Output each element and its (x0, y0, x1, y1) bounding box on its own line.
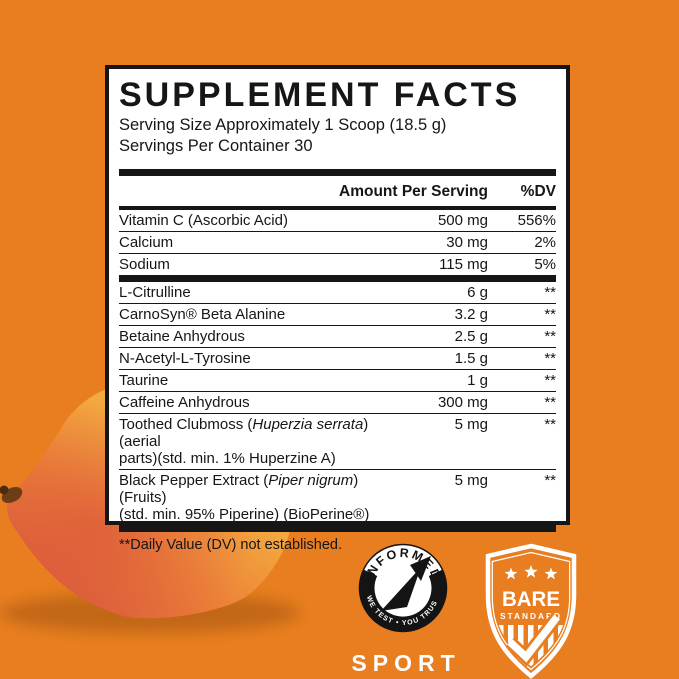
row-name: Black Pepper Extract (Piper nigrum) (Fru… (119, 472, 370, 523)
row-dv: ** (544, 416, 556, 433)
mango-stem-tip (0, 485, 9, 495)
row-name: Vitamin C (Ascorbic Acid) (119, 212, 288, 229)
row-name: N-Acetyl-L-Tyrosine (119, 350, 251, 367)
row-amount: 5 mg (454, 416, 488, 433)
row-amount: 500 mg (437, 212, 488, 229)
table-row: Toothed Clubmoss (Huperzia serrata)(aeri… (119, 413, 556, 469)
row-amount: 1 g (467, 372, 488, 389)
row-name: Toothed Clubmoss (Huperzia serrata)(aeri… (119, 416, 369, 467)
row-dv: ** (544, 306, 556, 323)
sport-label: SPORT (351, 650, 461, 676)
row-dv: 2% (534, 234, 556, 251)
table-row: CarnoSyn® Beta Alanine 3.2 g ** (119, 303, 556, 325)
row-amount: 3.2 g (454, 306, 488, 323)
row-dv: ** (544, 350, 556, 367)
row-name: Caffeine Anhydrous (119, 394, 250, 411)
serving-size: Serving Size Approximately 1 Scoop (18.5… (119, 116, 447, 134)
row-name: Betaine Anhydrous (119, 328, 245, 345)
divider-bar-middle (119, 275, 556, 282)
table-header: Amount Per Serving %DV (119, 176, 556, 206)
servings-per-container: Servings Per Container 30 (119, 137, 313, 155)
row-dv: 5% (534, 256, 556, 273)
row-name: Sodium (119, 256, 170, 273)
shield-stars (504, 565, 558, 580)
dv-column-header: %DV (520, 183, 556, 200)
row-amount: 5 mg (454, 472, 488, 489)
certification-badges: INFORMED WE TEST • YOU TRUST SPORT (347, 543, 579, 679)
table-row: N-Acetyl-L-Tyrosine 1.5 g ** (119, 347, 556, 369)
table-row: L-Citrulline 6 g ** (119, 282, 556, 303)
informed-ring-band (359, 569, 447, 632)
table-row: Caffeine Anhydrous 300 mg ** (119, 391, 556, 413)
row-dv: 556% (517, 212, 556, 229)
row-dv: ** (544, 328, 556, 345)
row-name: Calcium (119, 234, 174, 251)
star-icon (524, 565, 538, 578)
row-name: CarnoSyn® Beta Alanine (119, 306, 286, 323)
divider-bar-top (119, 169, 556, 176)
row-amount: 1.5 g (454, 350, 488, 367)
ingredients-section: L-Citrulline 6 g ** CarnoSyn® Beta Alani… (119, 282, 556, 525)
informed-sport-logo: INFORMED WE TEST • YOU TRUST (347, 543, 448, 633)
row-amount: 115 mg (439, 256, 488, 273)
table-row: Vitamin C (Ascorbic Acid) 500 mg 556% (119, 210, 556, 231)
table-row: Calcium 30 mg 2% (119, 231, 556, 253)
row-name: Taurine (119, 372, 169, 389)
bare-standard-badge: BARE STANDARD (483, 543, 579, 679)
row-amount: 30 mg (446, 234, 488, 251)
standard-text: STANDARD (500, 611, 562, 621)
row-dv: ** (544, 284, 556, 301)
informed-arrowhead-icon (410, 556, 431, 581)
serving-info: Serving Size Approximately 1 Scoop (18.5… (119, 115, 556, 157)
table-row: Sodium 115 mg 5% (119, 253, 556, 275)
table-row: Taurine 1 g ** (119, 369, 556, 391)
dv-footnote: **Daily Value (DV) not established. (119, 537, 342, 553)
supplement-facts-panel: SUPPLEMENT FACTS Serving Size Approximat… (105, 65, 570, 553)
checkmark-icon (507, 614, 560, 663)
table-row: Black Pepper Extract (Piper nigrum) (Fru… (119, 469, 556, 525)
nutrients-section: Vitamin C (Ascorbic Acid) 500 mg 556% Ca… (119, 210, 556, 275)
row-amount: 300 mg (437, 394, 488, 411)
panel-title: SUPPLEMENT FACTS (119, 76, 521, 114)
row-dv: ** (544, 372, 556, 389)
divider-bar-bottom (119, 525, 556, 532)
star-icon (504, 567, 518, 580)
row-name: L-Citrulline (119, 284, 191, 301)
star-icon (544, 567, 558, 580)
bare-text: BARE (502, 588, 560, 611)
informed-sport-badge: INFORMED WE TEST • YOU TRUST SPORT (347, 543, 459, 677)
row-dv: ** (544, 394, 556, 411)
amount-column-header: Amount Per Serving (339, 183, 488, 200)
divider-bar-header (119, 206, 556, 210)
table-row: Betaine Anhydrous 2.5 g ** (119, 325, 556, 347)
row-amount: 2.5 g (454, 328, 488, 345)
row-dv: ** (544, 472, 556, 489)
informed-arrow-icon (381, 567, 421, 611)
row-amount: 6 g (467, 284, 488, 301)
